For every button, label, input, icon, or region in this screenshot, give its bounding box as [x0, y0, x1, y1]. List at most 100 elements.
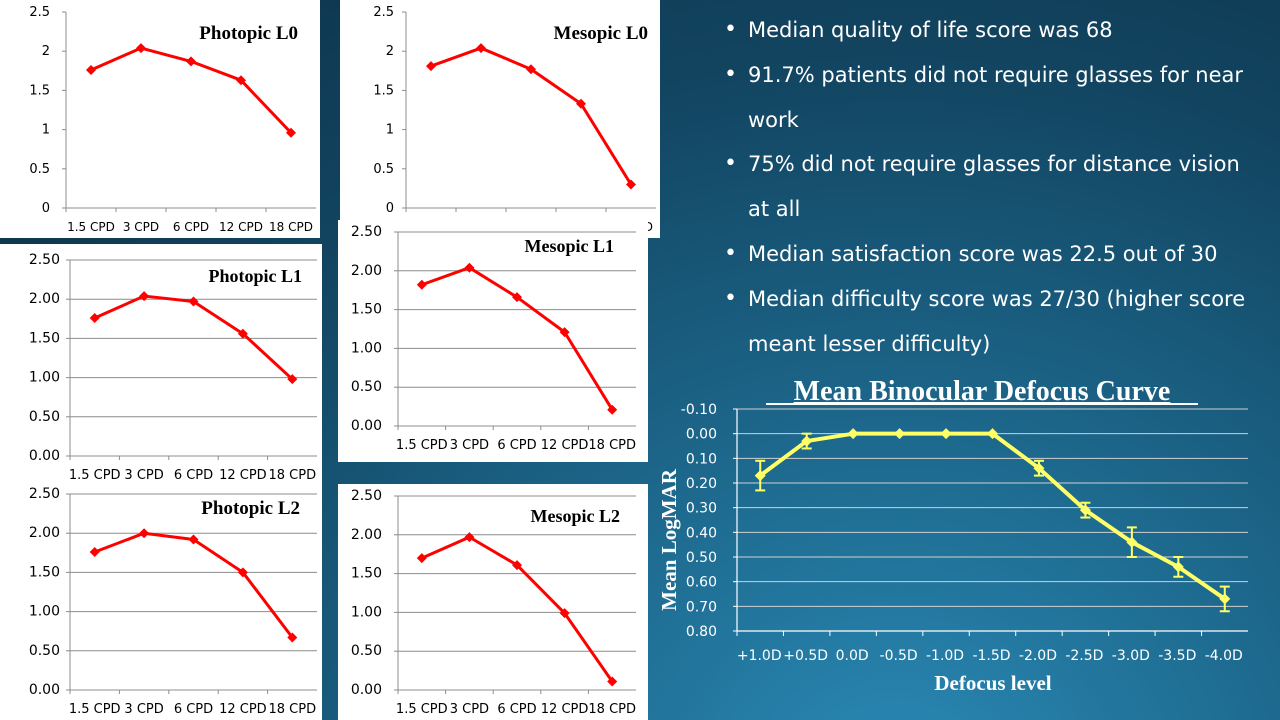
y-tick-label: 2.00 — [351, 263, 382, 279]
y-tick-label: 1.00 — [351, 604, 382, 620]
x-tick-label: 1.5 CPD — [69, 468, 121, 483]
y-tick-label: 0.20 — [686, 476, 717, 492]
chart-photopic-l1-svg: 0.00 0.50 1.00 1.50 2.00 2.50 1.5 CPD 3 CPD 6 CP… — [29, 252, 317, 483]
y-tick-label: 1.00 — [351, 340, 382, 356]
data-point — [626, 179, 636, 190]
chart-title: Mesopic L1 — [525, 236, 615, 256]
data-point — [526, 64, 536, 75]
x-tick-label: 3 CPD — [123, 220, 159, 234]
x-tick-label: 12 CPD — [219, 220, 263, 234]
chart-mesopic-l1: 0.00 0.50 1.00 1.50 2.00 2.50 1.5 CPD 3 CPD 6 CP… — [338, 220, 648, 462]
y-tick-label: 1.00 — [29, 370, 60, 386]
y-tick-label: 2.50 — [351, 488, 382, 504]
series-line — [94, 294, 294, 381]
chart-defocus-curve: Mean Binocular Defocus Curve -0.10 0.00 0.1… — [650, 370, 1270, 715]
data-point — [512, 292, 522, 303]
x-tick-label: -1.5D — [972, 648, 1010, 664]
x-tick-label: 6 CPD — [174, 468, 213, 483]
data-point — [1079, 504, 1091, 516]
x-tick-label: 3 CPD — [124, 468, 163, 483]
y-tick-label: -0.10 — [681, 402, 717, 418]
x-tick-label: 18 CPD — [268, 468, 316, 483]
x-tick-label: +0.5D — [783, 648, 828, 664]
chart-title: Mesopic L0 — [554, 23, 648, 44]
x-tick-label: 18 CPD — [588, 702, 636, 717]
data-point — [559, 327, 570, 338]
x-tick-label: -3.0D — [1112, 648, 1150, 664]
x-tick-label: 12 CPD — [219, 468, 267, 483]
y-tick-label: 1.5 — [373, 83, 394, 98]
y-tick-label: 2.00 — [29, 291, 60, 307]
chart-photopic-l1: 0.00 0.50 1.00 1.50 2.00 2.50 1.5 CPD 3 CPD 6 CP… — [0, 244, 322, 486]
data-point — [512, 560, 522, 571]
finding-item: Median satisfaction score was 22.5 out o… — [724, 232, 1264, 277]
data-point — [139, 291, 150, 302]
x-tick-label: -2.0D — [1019, 648, 1057, 664]
chart-photopic-l2: 0.00 0.50 1.00 1.50 2.00 2.50 1.5 CPD 3 CPD 6 CP… — [0, 482, 322, 720]
data-point — [1033, 462, 1045, 474]
chart-defocus-curve-svg: Mean Binocular Defocus Curve -0.10 0.00 0.1… — [657, 376, 1248, 695]
data-point — [801, 435, 813, 447]
x-tick-label: 1.5 CPD — [396, 438, 448, 453]
data-point — [136, 43, 146, 54]
data-point — [287, 374, 298, 385]
x-tick-label: 6 CPD — [497, 438, 536, 453]
data-point — [86, 65, 96, 76]
y-tick-label: 0.60 — [686, 575, 717, 591]
chart-photopic-l2-svg: 0.00 0.50 1.00 1.50 2.00 2.50 1.5 CPD 3 CPD 6 CP… — [29, 486, 317, 717]
series-line — [94, 531, 294, 639]
finding-item: 91.7% patients did not require glasses f… — [724, 53, 1264, 143]
y-tick-label: 2.00 — [351, 527, 382, 543]
y-tick-label: 0.00 — [686, 427, 717, 443]
data-point — [236, 75, 246, 86]
x-tick-label: -1.0D — [926, 648, 964, 664]
data-point — [287, 632, 298, 643]
y-tick-label: 2.5 — [29, 5, 50, 20]
finding-item: Median quality of life score was 68 — [724, 8, 1264, 53]
y-tick-label: 0 — [386, 201, 394, 216]
y-tick-label: 2 — [386, 44, 394, 59]
findings-list: Median quality of life score was 68 91.7… — [724, 8, 1264, 366]
data-point — [416, 279, 427, 290]
finding-item: 75% did not require glasses for distance… — [724, 142, 1264, 232]
x-tick-label: -2.5D — [1065, 648, 1103, 664]
y-tick-label: 0.50 — [29, 643, 60, 659]
x-tick-label: 1.5 CPD — [67, 220, 115, 234]
data-point — [607, 404, 618, 415]
data-point — [1172, 561, 1184, 573]
finding-item: Median difficulty score was 27/30 (highe… — [724, 277, 1264, 367]
y-tick-label: 0.00 — [29, 682, 60, 698]
data-point — [139, 528, 150, 539]
y-tick-label: 1.50 — [351, 302, 382, 318]
data-point — [237, 328, 248, 339]
y-tick-label: 2 — [42, 44, 50, 59]
y-tick-label: 0.40 — [686, 525, 717, 541]
data-point — [476, 43, 486, 54]
data-point — [286, 127, 296, 138]
data-point — [894, 428, 906, 440]
y-tick-label: 2.5 — [373, 5, 394, 20]
x-tick-label: 18 CPD — [588, 438, 636, 453]
chart-title: Photopic L0 — [199, 23, 298, 44]
data-point — [188, 296, 199, 307]
y-tick-label: 0.50 — [686, 550, 717, 566]
x-tick-label: 3 CPD — [124, 702, 163, 717]
data-point — [464, 262, 475, 273]
y-tick-label: 0.50 — [29, 409, 60, 425]
chart-title: Mean Binocular Defocus Curve — [794, 376, 1171, 407]
y-tick-label: 0 — [42, 201, 50, 216]
data-point — [1126, 536, 1138, 548]
y-tick-label: 0.50 — [351, 643, 382, 659]
x-tick-label: 6 CPD — [173, 220, 209, 234]
x-axis-title: Defocus level — [934, 671, 1051, 695]
x-tick-label: 18 CPD — [269, 220, 313, 234]
chart-title: Photopic L1 — [208, 266, 302, 286]
y-tick-label: 0.70 — [686, 599, 717, 615]
y-tick-label: 0.00 — [351, 418, 382, 434]
y-tick-label: 0.10 — [686, 451, 717, 467]
x-tick-label: -3.5D — [1158, 648, 1196, 664]
data-point — [1219, 593, 1231, 605]
data-point — [607, 676, 618, 687]
data-point — [987, 428, 998, 440]
